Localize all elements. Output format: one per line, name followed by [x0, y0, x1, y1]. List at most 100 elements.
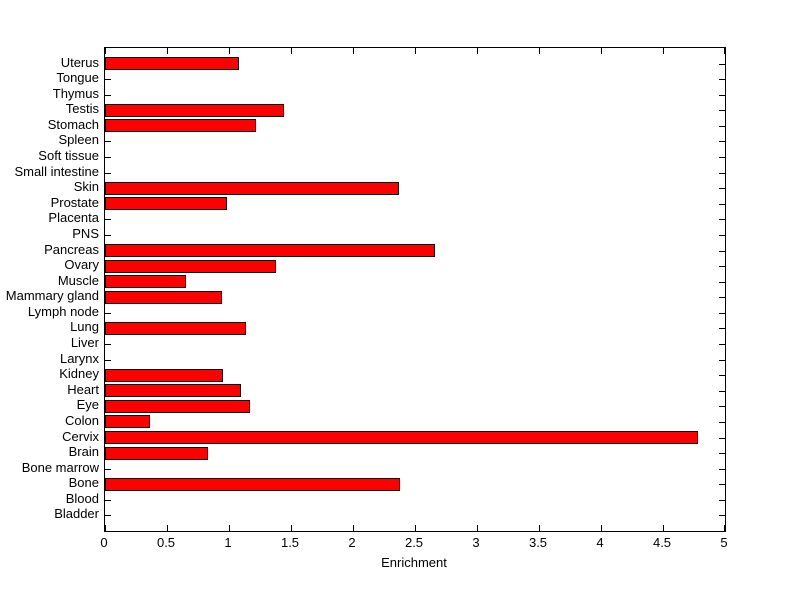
y-tick-mark	[105, 344, 111, 345]
y-tick-mark	[719, 469, 725, 470]
y-tick-mark	[105, 313, 111, 314]
y-tick-mark	[719, 157, 725, 158]
y-tick-mark	[719, 173, 725, 174]
y-label-prostate: Prostate	[50, 195, 99, 210]
y-label-brain: Brain	[68, 444, 99, 459]
x-tick-mark	[415, 525, 416, 531]
y-tick-mark	[719, 282, 725, 283]
bar-skin	[105, 182, 399, 195]
y-tick-mark	[719, 313, 725, 314]
y-tick-mark	[105, 95, 111, 96]
y-tick-mark	[105, 141, 111, 142]
bar-stomach	[105, 119, 256, 132]
y-label-spleen: Spleen	[58, 132, 99, 147]
y-label-kidney: Kidney	[59, 366, 99, 381]
x-tick-label: 4	[596, 535, 604, 550]
y-tick-mark	[719, 297, 725, 298]
y-tick-mark	[719, 235, 725, 236]
y-tick-mark	[719, 188, 725, 189]
x-tick-label: 1.5	[280, 535, 300, 550]
x-axis-title: Enrichment	[381, 555, 447, 570]
y-tick-mark	[719, 328, 725, 329]
y-tick-mark	[719, 95, 725, 96]
y-tick-mark	[719, 344, 725, 345]
bar-lung	[105, 322, 246, 335]
y-label-colon: Colon	[65, 413, 99, 428]
bar-prostate	[105, 197, 227, 210]
bar-testis	[105, 104, 284, 117]
y-tick-mark	[719, 391, 725, 392]
x-tick-label: 1	[224, 535, 232, 550]
x-tick-mark	[477, 525, 478, 531]
y-label-pns: PNS	[72, 226, 99, 241]
y-tick-mark	[719, 360, 725, 361]
x-tick-mark	[477, 48, 478, 54]
x-tick-mark	[663, 525, 664, 531]
x-tick-mark	[415, 48, 416, 54]
y-label-heart: Heart	[67, 382, 99, 397]
y-label-thymus: Thymus	[52, 86, 99, 101]
bar-mammary-gland	[105, 291, 222, 304]
y-tick-mark	[719, 438, 725, 439]
x-tick-label: 0.5	[156, 535, 176, 550]
bar-pancreas	[105, 244, 435, 257]
bar-eye	[105, 400, 250, 413]
y-tick-mark	[105, 515, 111, 516]
x-tick-mark	[539, 48, 540, 54]
y-tick-mark	[719, 406, 725, 407]
bar-muscle	[105, 275, 186, 288]
x-tick-mark	[291, 48, 292, 54]
y-tick-mark	[719, 141, 725, 142]
y-tick-mark	[105, 79, 111, 80]
y-label-lymph-node: Lymph node	[27, 304, 99, 319]
y-label-pancreas: Pancreas	[44, 242, 99, 257]
bar-brain	[105, 447, 208, 460]
y-label-eye: Eye	[76, 397, 99, 412]
y-label-mammary-gland: Mammary gland	[5, 288, 99, 303]
y-label-stomach: Stomach	[47, 117, 99, 132]
y-tick-mark	[719, 515, 725, 516]
y-tick-mark	[719, 453, 725, 454]
y-tick-mark	[719, 422, 725, 423]
bar-cervix	[105, 431, 698, 444]
y-tick-mark	[105, 360, 111, 361]
x-tick-mark	[167, 525, 168, 531]
y-label-small-intestine: Small intestine	[14, 164, 99, 179]
y-label-skin: Skin	[73, 179, 99, 194]
x-tick-label: 2	[348, 535, 356, 550]
bar-ovary	[105, 260, 276, 273]
x-tick-mark	[167, 48, 168, 54]
x-tick-label: 3	[472, 535, 480, 550]
x-tick-label: 0	[100, 535, 108, 550]
y-tick-mark	[719, 219, 725, 220]
x-tick-mark	[539, 525, 540, 531]
y-tick-mark	[719, 251, 725, 252]
y-label-muscle: Muscle	[57, 273, 99, 288]
y-label-placenta: Placenta	[48, 210, 99, 225]
x-tick-mark	[353, 525, 354, 531]
x-tick-mark	[601, 525, 602, 531]
y-tick-mark	[105, 219, 111, 220]
y-tick-mark	[719, 204, 725, 205]
y-tick-mark	[105, 173, 111, 174]
y-tick-mark	[105, 157, 111, 158]
x-tick-mark	[229, 48, 230, 54]
bar-colon	[105, 415, 150, 428]
y-tick-mark	[105, 469, 111, 470]
y-tick-mark	[719, 64, 725, 65]
x-tick-label: 2.5	[404, 535, 424, 550]
y-label-lung: Lung	[70, 319, 99, 334]
y-label-ovary: Ovary	[64, 257, 99, 272]
x-tick-mark	[724, 525, 725, 531]
y-label-tongue: Tongue	[56, 70, 99, 85]
bar-heart	[105, 384, 241, 397]
y-tick-mark	[719, 126, 725, 127]
y-label-uterus: Uterus	[60, 55, 99, 70]
x-tick-label: 5	[720, 535, 728, 550]
bar-bone	[105, 478, 400, 491]
y-label-blood: Blood	[65, 491, 99, 506]
x-tick-mark	[105, 525, 106, 531]
y-label-bone: Bone	[68, 475, 99, 490]
y-tick-mark	[719, 79, 725, 80]
